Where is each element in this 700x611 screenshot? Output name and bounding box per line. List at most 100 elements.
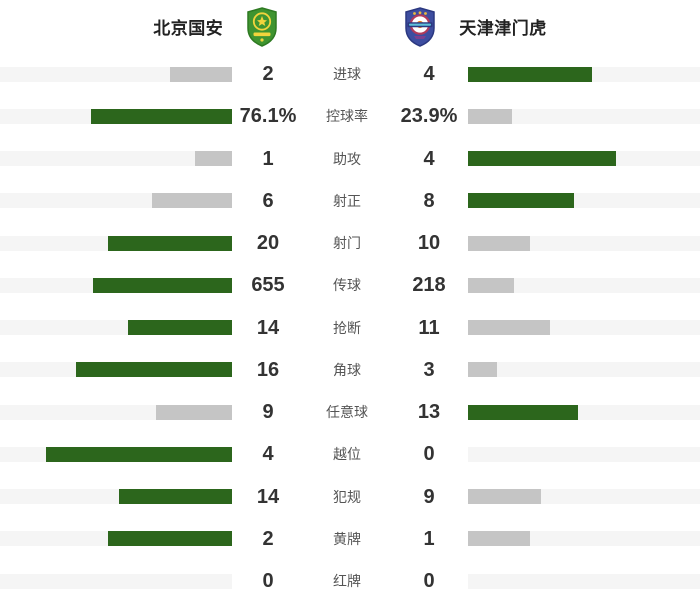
- match-header: 北京国安 天津津门虎: [0, 0, 700, 53]
- away-bar-track: [468, 489, 700, 505]
- stat-row: 9 任意球 13: [0, 391, 700, 433]
- stat-label: 红牌: [333, 573, 361, 590]
- home-bar: [75, 362, 232, 378]
- away-stat-value: 4: [423, 147, 435, 170]
- home-stat-value: 2: [262, 527, 274, 550]
- home-bar: [46, 446, 232, 462]
- away-bar-track: [468, 573, 700, 589]
- home-stat-value: 4: [262, 443, 274, 466]
- away-stat-value: 0: [423, 443, 435, 466]
- stat-row: 14 抢断 11: [0, 307, 700, 349]
- home-bar: [170, 66, 232, 82]
- stat-row: 6 射正 8: [0, 180, 700, 222]
- away-bar-track: [468, 320, 700, 336]
- away-bar: [468, 320, 550, 336]
- home-stat-value: 9: [262, 401, 274, 424]
- away-bar-track: [468, 531, 700, 547]
- home-stat-value: 20: [256, 232, 280, 255]
- stat-row: 76.1% 控球率 23.9%: [0, 95, 700, 137]
- stat-label: 抢断: [333, 319, 361, 336]
- away-stat-value: 11: [418, 316, 440, 339]
- stat-row: 0 红牌 0: [0, 560, 700, 602]
- away-bar: [468, 235, 530, 251]
- away-stat-value: 4: [423, 63, 435, 86]
- stat-label: 角球: [333, 361, 361, 378]
- home-stat-value: 2: [262, 63, 274, 86]
- home-bar-track: [0, 151, 232, 167]
- away-bar-track: [468, 193, 700, 209]
- stat-label: 射正: [333, 192, 361, 209]
- stat-label: 助攻: [333, 150, 361, 167]
- home-bar: [128, 320, 232, 336]
- away-bar: [468, 66, 592, 82]
- away-bar-track: [468, 277, 700, 293]
- home-bar-track: [0, 193, 232, 209]
- home-bar-track: [0, 235, 232, 251]
- stats-list: 2 进球 4 76.1% 控球率 23.9% 1 助攻 4 6 射正: [0, 53, 700, 602]
- stat-label: 越位: [333, 446, 361, 463]
- home-bar-track: [0, 362, 232, 378]
- home-bar: [152, 193, 232, 209]
- home-stat-value: 14: [256, 485, 280, 508]
- away-stat-value: 23.9%: [400, 105, 458, 128]
- away-bar-track: [468, 108, 700, 124]
- away-bar-track: [468, 446, 700, 462]
- stat-label: 任意球: [326, 404, 368, 421]
- away-team-name: 天津津门虎: [459, 19, 547, 38]
- home-stat-value: 6: [262, 189, 274, 212]
- away-bar: [468, 489, 541, 505]
- home-bar: [108, 531, 232, 547]
- stat-row: 2 进球 4: [0, 53, 700, 95]
- stat-label: 犯规: [333, 488, 361, 505]
- away-bar-track: [468, 235, 700, 251]
- stat-label: 进球: [333, 66, 361, 83]
- away-stat-value: 3: [423, 358, 435, 381]
- home-bar-track: [0, 404, 232, 420]
- home-bar-track: [0, 66, 232, 82]
- home-stat-value: 14: [256, 316, 280, 339]
- home-bar-track: [0, 489, 232, 505]
- away-bar: [468, 362, 498, 378]
- away-bar: [468, 108, 513, 124]
- away-stat-value: 1: [423, 527, 435, 550]
- home-bar-track: [0, 446, 232, 462]
- stat-row: 14 犯规 9: [0, 476, 700, 518]
- home-bar: [156, 404, 232, 420]
- home-stat-value: 655: [251, 274, 285, 297]
- stat-row: 4 越位 0: [0, 433, 700, 475]
- header-spacer: [278, 26, 404, 27]
- home-bar-track: [0, 573, 232, 589]
- home-bar-track: [0, 531, 232, 547]
- away-stat-value: 10: [417, 232, 441, 255]
- away-stat-value: 8: [423, 189, 435, 212]
- home-bar: [90, 108, 232, 124]
- away-stat-value: 9: [423, 485, 435, 508]
- home-stat-value: 0: [262, 570, 274, 593]
- home-bar: [92, 277, 232, 293]
- home-bar: [108, 235, 232, 251]
- stat-row: 16 角球 3: [0, 349, 700, 391]
- stat-label: 射门: [333, 235, 361, 252]
- away-bar: [468, 193, 575, 209]
- home-bar-track: [0, 320, 232, 336]
- away-bar-track: [468, 66, 700, 82]
- away-bar-track: [468, 362, 700, 378]
- stat-label: 传球: [333, 277, 361, 294]
- stat-label: 控球率: [326, 108, 368, 125]
- stat-row: 2 黄牌 1: [0, 518, 700, 560]
- home-team-name: 北京国安: [153, 19, 224, 38]
- home-bar: [119, 489, 232, 505]
- stat-label: 黄牌: [333, 530, 361, 547]
- away-team-crest-icon: [404, 6, 436, 47]
- away-bar-track: [468, 404, 700, 420]
- away-stat-value: 0: [423, 570, 435, 593]
- stat-row: 1 助攻 4: [0, 138, 700, 180]
- home-stat-value: 16: [256, 358, 280, 381]
- away-bar: [468, 531, 530, 547]
- home-bar-track: [0, 277, 232, 293]
- home-stat-value: 1: [262, 147, 274, 170]
- stat-row: 655 传球 218: [0, 264, 700, 306]
- home-bar: [194, 151, 232, 167]
- away-bar: [468, 151, 617, 167]
